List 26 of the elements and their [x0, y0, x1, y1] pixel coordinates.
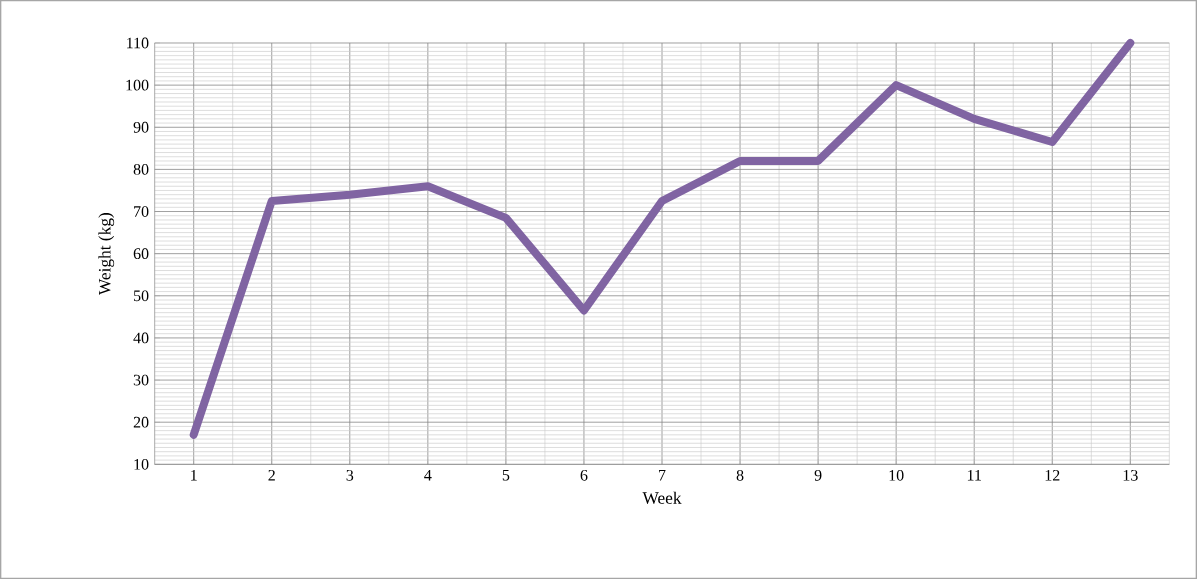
x-tick-label: 1: [191, 469, 197, 481]
y-tick-label: 30: [133, 374, 149, 386]
y-tick-label: 10: [134, 458, 149, 470]
x-tick-label: 3: [346, 469, 354, 481]
y-axis-title: Weight (kg): [98, 213, 115, 296]
y-tick-label: 70: [134, 206, 149, 217]
x-tick-label: 11: [967, 469, 981, 481]
y-tick-label: 60: [133, 248, 149, 260]
y-tick-label: 50: [133, 290, 149, 302]
x-tick-label: 10: [889, 469, 904, 481]
x-tick-label: 6: [580, 469, 588, 481]
y-tick-label: 20: [133, 416, 149, 428]
x-axis-title: Week: [642, 491, 682, 504]
x-tick-label: 7: [659, 469, 666, 481]
y-tick-label: 40: [133, 332, 149, 344]
x-tick-label: 9: [814, 469, 822, 481]
x-tick-label: 4: [424, 469, 432, 481]
y-tick-label: 110: [127, 37, 149, 49]
y-tick-label: 80: [133, 164, 149, 175]
x-tick-label: 8: [736, 469, 744, 481]
y-tick-label: 100: [126, 79, 149, 91]
x-tick-label: 5: [502, 469, 510, 481]
x-tick-label: 12: [1045, 469, 1060, 481]
x-tick-label: 2: [268, 469, 275, 481]
x-tick-label: 13: [1123, 469, 1138, 481]
y-tick-label: 90: [133, 121, 149, 133]
